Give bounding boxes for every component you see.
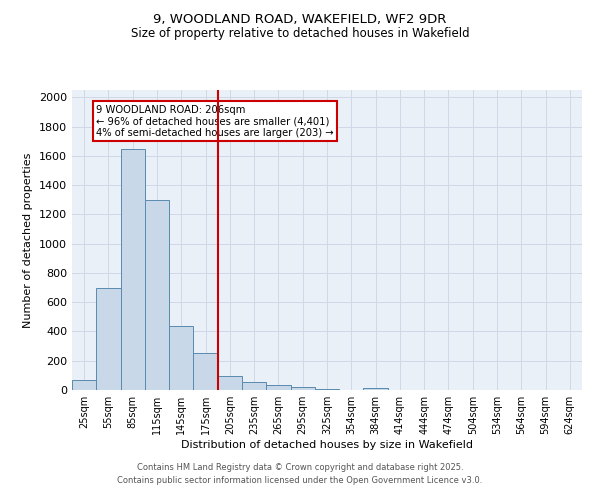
Text: Size of property relative to detached houses in Wakefield: Size of property relative to detached ho…	[131, 28, 469, 40]
Bar	[315, 388, 339, 390]
Bar	[218, 376, 242, 390]
Bar	[96, 288, 121, 390]
X-axis label: Distribution of detached houses by size in Wakefield: Distribution of detached houses by size …	[181, 440, 473, 450]
Bar	[72, 380, 96, 390]
Bar	[145, 200, 169, 390]
Bar	[266, 385, 290, 390]
Bar	[242, 382, 266, 390]
Bar	[169, 326, 193, 390]
Y-axis label: Number of detached properties: Number of detached properties	[23, 152, 34, 328]
Bar	[121, 148, 145, 390]
Bar	[364, 388, 388, 390]
Text: Contains HM Land Registry data © Crown copyright and database right 2025.
Contai: Contains HM Land Registry data © Crown c…	[118, 464, 482, 485]
Text: 9, WOODLAND ROAD, WAKEFIELD, WF2 9DR: 9, WOODLAND ROAD, WAKEFIELD, WF2 9DR	[154, 12, 446, 26]
Text: 9 WOODLAND ROAD: 206sqm
← 96% of detached houses are smaller (4,401)
4% of semi-: 9 WOODLAND ROAD: 206sqm ← 96% of detache…	[96, 104, 334, 138]
Bar	[193, 352, 218, 390]
Bar	[290, 387, 315, 390]
